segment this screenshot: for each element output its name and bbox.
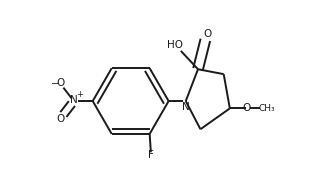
Text: −: − [51, 79, 59, 89]
Text: F: F [148, 150, 154, 160]
Text: +: + [76, 90, 83, 100]
Text: N: N [71, 95, 78, 105]
Text: HO: HO [167, 40, 183, 50]
Text: O: O [243, 103, 251, 113]
Text: N: N [182, 102, 189, 112]
Text: O: O [57, 78, 65, 88]
Text: O: O [204, 29, 212, 39]
Text: CH₃: CH₃ [259, 104, 276, 113]
Text: O: O [57, 115, 65, 125]
